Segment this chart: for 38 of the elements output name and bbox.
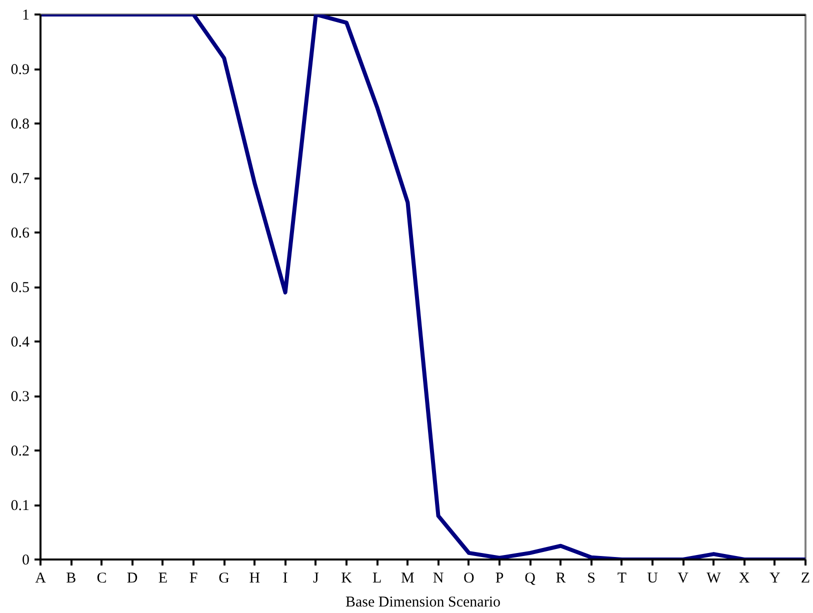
x-tick-label: V xyxy=(678,570,689,586)
x-tick-label: U xyxy=(647,570,658,586)
x-tick-label: H xyxy=(249,570,260,586)
x-tick-label: B xyxy=(66,570,76,586)
x-tick-label: N xyxy=(432,570,444,586)
x-tick-label: F xyxy=(189,570,198,586)
x-axis-title: Base Dimension Scenario xyxy=(346,594,500,610)
y-tick-label: 0.9 xyxy=(10,62,30,78)
x-tick-label: Z xyxy=(800,570,810,586)
y-tick-label: 0.5 xyxy=(10,280,30,296)
x-tick-label: W xyxy=(706,570,722,586)
x-tick-label: O xyxy=(463,570,474,586)
x-tick-label: E xyxy=(158,570,168,586)
y-tick-label: 0.8 xyxy=(10,116,30,132)
y-tick-label: 0.3 xyxy=(10,389,30,405)
x-tick-label: I xyxy=(282,570,288,586)
y-tick-label: 0 xyxy=(22,552,30,568)
x-tick-label: T xyxy=(617,570,626,586)
x-tick-label: Q xyxy=(524,570,536,586)
x-tick-label: K xyxy=(341,570,352,586)
y-tick-label: 1 xyxy=(22,8,30,24)
x-tick-label: D xyxy=(126,570,138,586)
y-tick-label: 0.2 xyxy=(10,444,30,460)
x-tick-label: C xyxy=(96,570,107,586)
x-tick-label: J xyxy=(312,570,319,586)
x-tick-label: R xyxy=(556,570,566,586)
x-tick-label: Y xyxy=(769,570,780,586)
x-tick-label: S xyxy=(587,570,596,586)
y-tick-label: 0.4 xyxy=(10,334,30,350)
x-tick-label: G xyxy=(218,570,230,586)
x-tick-label: A xyxy=(35,570,46,586)
y-tick-label: 0.1 xyxy=(10,498,30,514)
x-tick-label: X xyxy=(738,570,750,586)
x-tick-label: P xyxy=(495,570,504,586)
y-tick-label: 0.7 xyxy=(10,171,30,187)
x-tick-label: L xyxy=(372,570,382,586)
y-tick-label: 0.6 xyxy=(10,226,30,242)
x-tick-label: M xyxy=(401,570,414,586)
